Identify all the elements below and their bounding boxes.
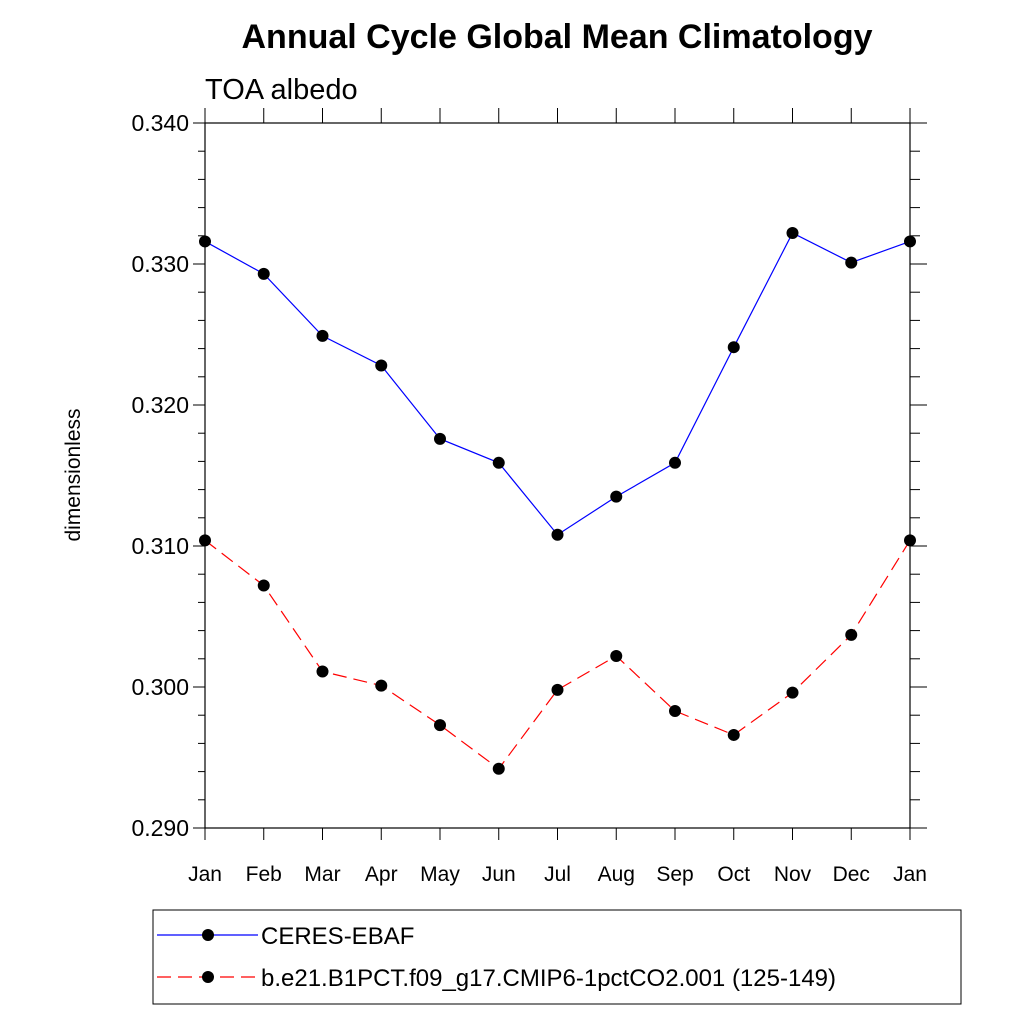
legend-box [152,909,962,1005]
y-tick-label: 0.310 [131,533,189,559]
data-point-series-1 [610,490,623,503]
x-tick-label: Oct [717,863,750,886]
data-point-series-1 [551,528,564,541]
data-point-series-2 [316,665,329,678]
y-axis-label: dimensionless [62,408,85,541]
x-tick-label: Aug [598,863,635,886]
y-tick-label: 0.290 [131,815,189,841]
x-tick-label: Mar [304,863,340,886]
legend-label-1: CERES-EBAF [261,923,414,950]
y-tick-label: 0.300 [131,674,189,700]
data-point-series-2 [786,686,799,699]
data-point-series-2 [610,649,623,662]
x-tick-label: Dec [833,863,870,886]
data-point-series-1 [434,432,446,445]
legend: CERES-EBAF b.e21.B1PCT.f09_g17.CMIP6-1pct… [152,909,962,1005]
data-point-series-1 [845,256,858,269]
data-point-series-2 [845,628,858,641]
data-point-series-2 [257,579,270,592]
x-tick-label: Nov [774,863,812,886]
x-tick-label: Feb [246,863,282,886]
legend-marker-1 [202,929,214,941]
series-layer [199,226,916,775]
data-point-series-1 [786,226,799,239]
data-point-series-2 [727,728,740,741]
data-point-series-1 [492,456,505,469]
x-tick-label: Apr [365,863,398,886]
y-tick-label: 0.320 [131,392,189,418]
x-tick-label: Sep [656,863,693,886]
x-tick-label: Jan [188,863,222,886]
data-point-series-2 [669,704,681,717]
legend-marker-2 [202,971,214,983]
data-point-series-2 [434,719,446,732]
data-point-series-2 [492,762,505,775]
data-point-series-1 [727,341,740,354]
x-tick-label: Jul [544,863,571,886]
x-tick-label: Jun [482,863,516,886]
data-point-series-1 [316,329,329,342]
chart-title: Annual Cycle Global Mean Climatology [242,18,873,56]
data-point-series-1 [375,359,388,372]
legend-label-2: b.e21.B1PCT.f09_g17.CMIP6-1pctCO2.001 (1… [261,965,836,992]
x-tick-label: Jan [893,863,927,886]
data-point-series-1 [669,456,681,469]
plot-frame [204,122,911,829]
axes: 0.290 0.300 0.310 0.320 0.330 0.340 Jan Feb Mar A… [131,108,927,886]
data-point-series-2 [551,683,564,696]
chart-subtitle: TOA albedo [205,74,358,106]
series-line-2 [204,539,911,770]
y-tick-label: 0.340 [131,110,189,136]
data-point-series-1 [257,267,270,280]
data-point-series-2 [375,679,388,692]
y-tick-label: 0.330 [131,251,189,277]
x-tick-label: May [420,863,460,886]
series-line-1 [204,232,911,536]
